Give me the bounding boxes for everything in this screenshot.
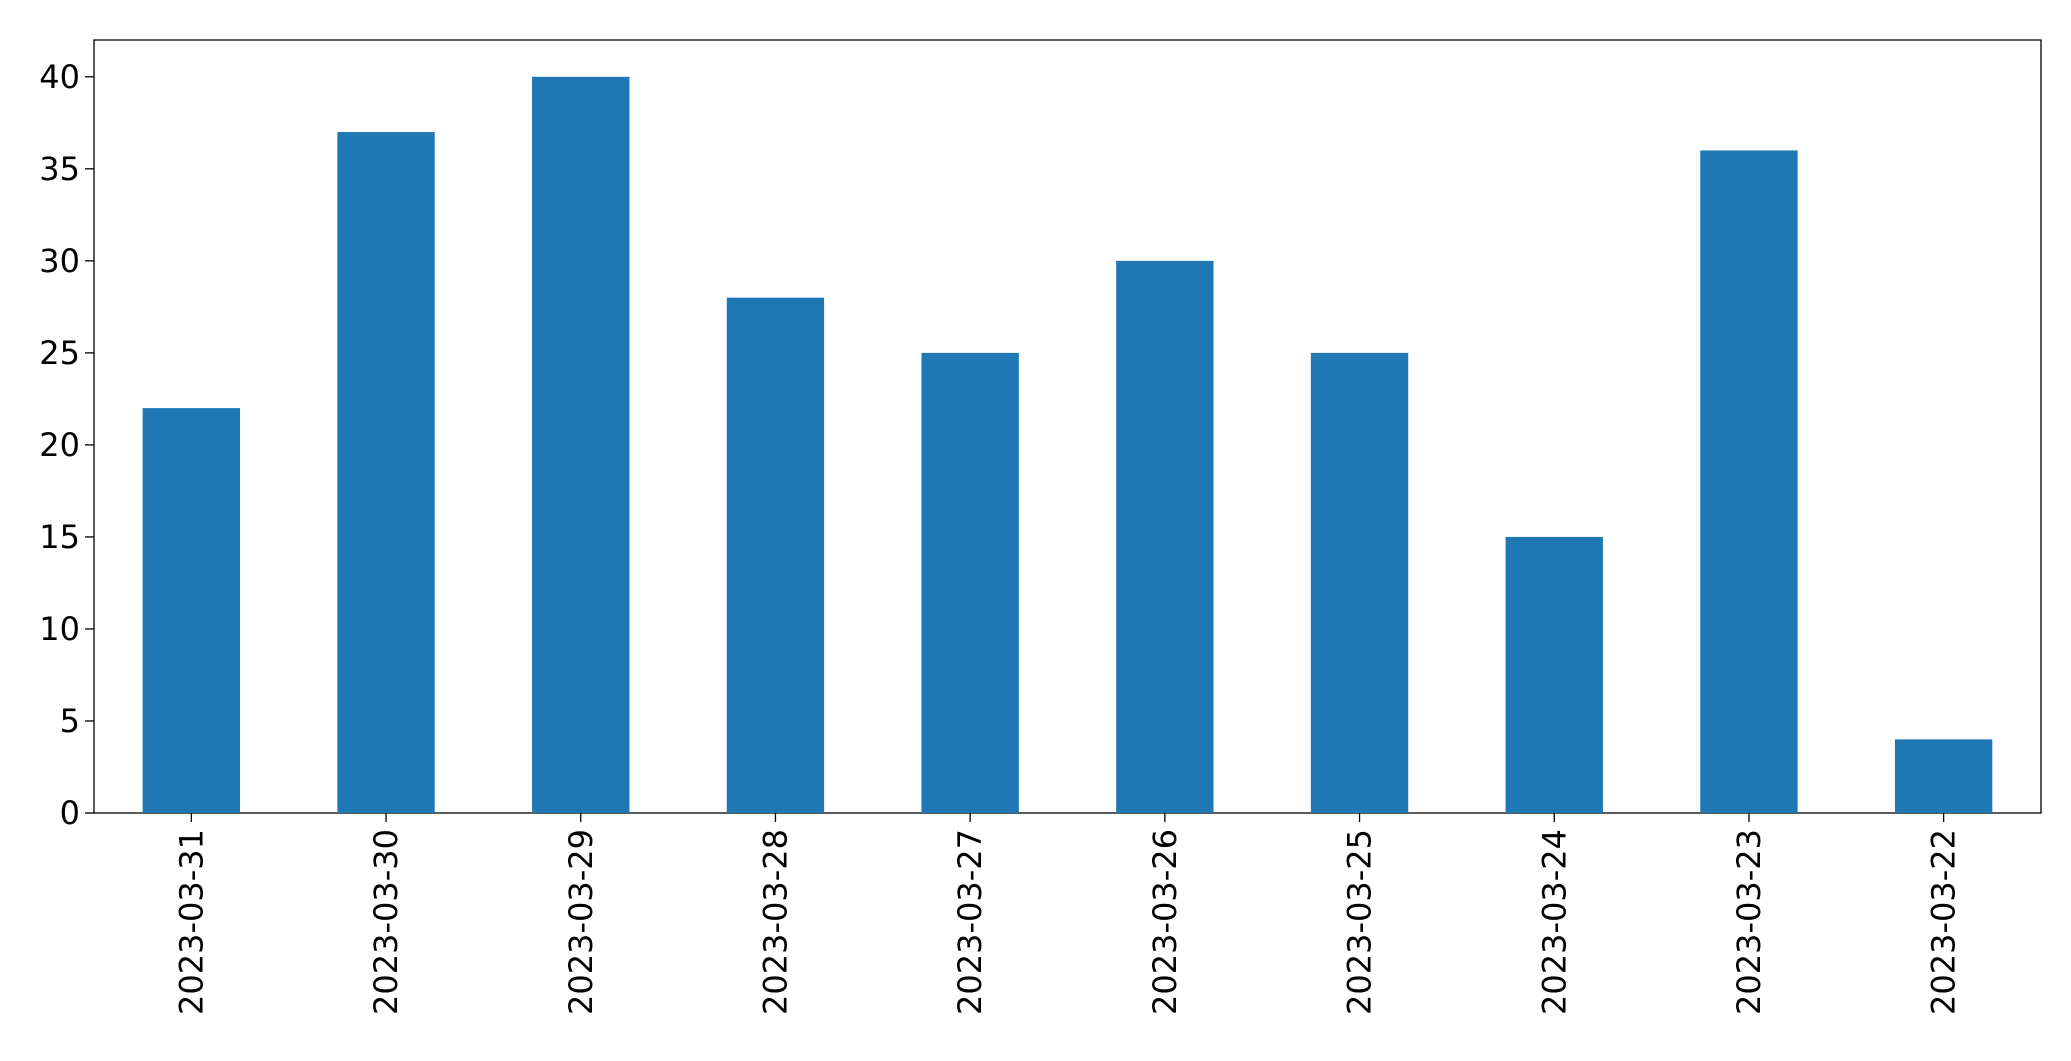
y-tick-label: 5 — [60, 702, 80, 740]
x-tick-label: 2023-03-22 — [1925, 829, 1963, 1015]
plot-frame — [93, 39, 2042, 814]
x-tick-label: 2023-03-27 — [951, 829, 989, 1015]
bar — [1310, 352, 1409, 813]
y-tick-label: 25 — [39, 334, 80, 372]
y-tick-label: 30 — [39, 242, 80, 280]
y-tick-label: 20 — [39, 426, 80, 464]
x-tick-label: 2023-03-24 — [1535, 829, 1573, 1015]
y-tick-label: 10 — [39, 610, 80, 648]
x-tick-label: 2023-03-31 — [172, 829, 210, 1015]
x-tick-label: 2023-03-30 — [367, 829, 405, 1015]
bar — [337, 132, 435, 813]
bar — [921, 352, 1019, 813]
bar — [1116, 260, 1214, 813]
x-tick-label: 2023-03-26 — [1146, 829, 1184, 1015]
x-tick-label: 2023-03-28 — [756, 829, 794, 1015]
bar — [726, 297, 825, 814]
y-tick-label: 15 — [39, 518, 80, 556]
bar — [1505, 536, 1603, 813]
y-tick-label: 40 — [39, 58, 80, 96]
x-tick-label: 2023-03-23 — [1730, 829, 1768, 1015]
y-tick-label: 35 — [39, 150, 80, 188]
bar — [142, 408, 241, 813]
bar — [1894, 739, 1993, 813]
y-tick-label: 0 — [60, 794, 80, 832]
bar — [532, 76, 630, 814]
x-tick-label: 2023-03-25 — [1341, 829, 1379, 1015]
bar — [1700, 150, 1798, 813]
x-tick-label: 2023-03-29 — [562, 829, 600, 1015]
